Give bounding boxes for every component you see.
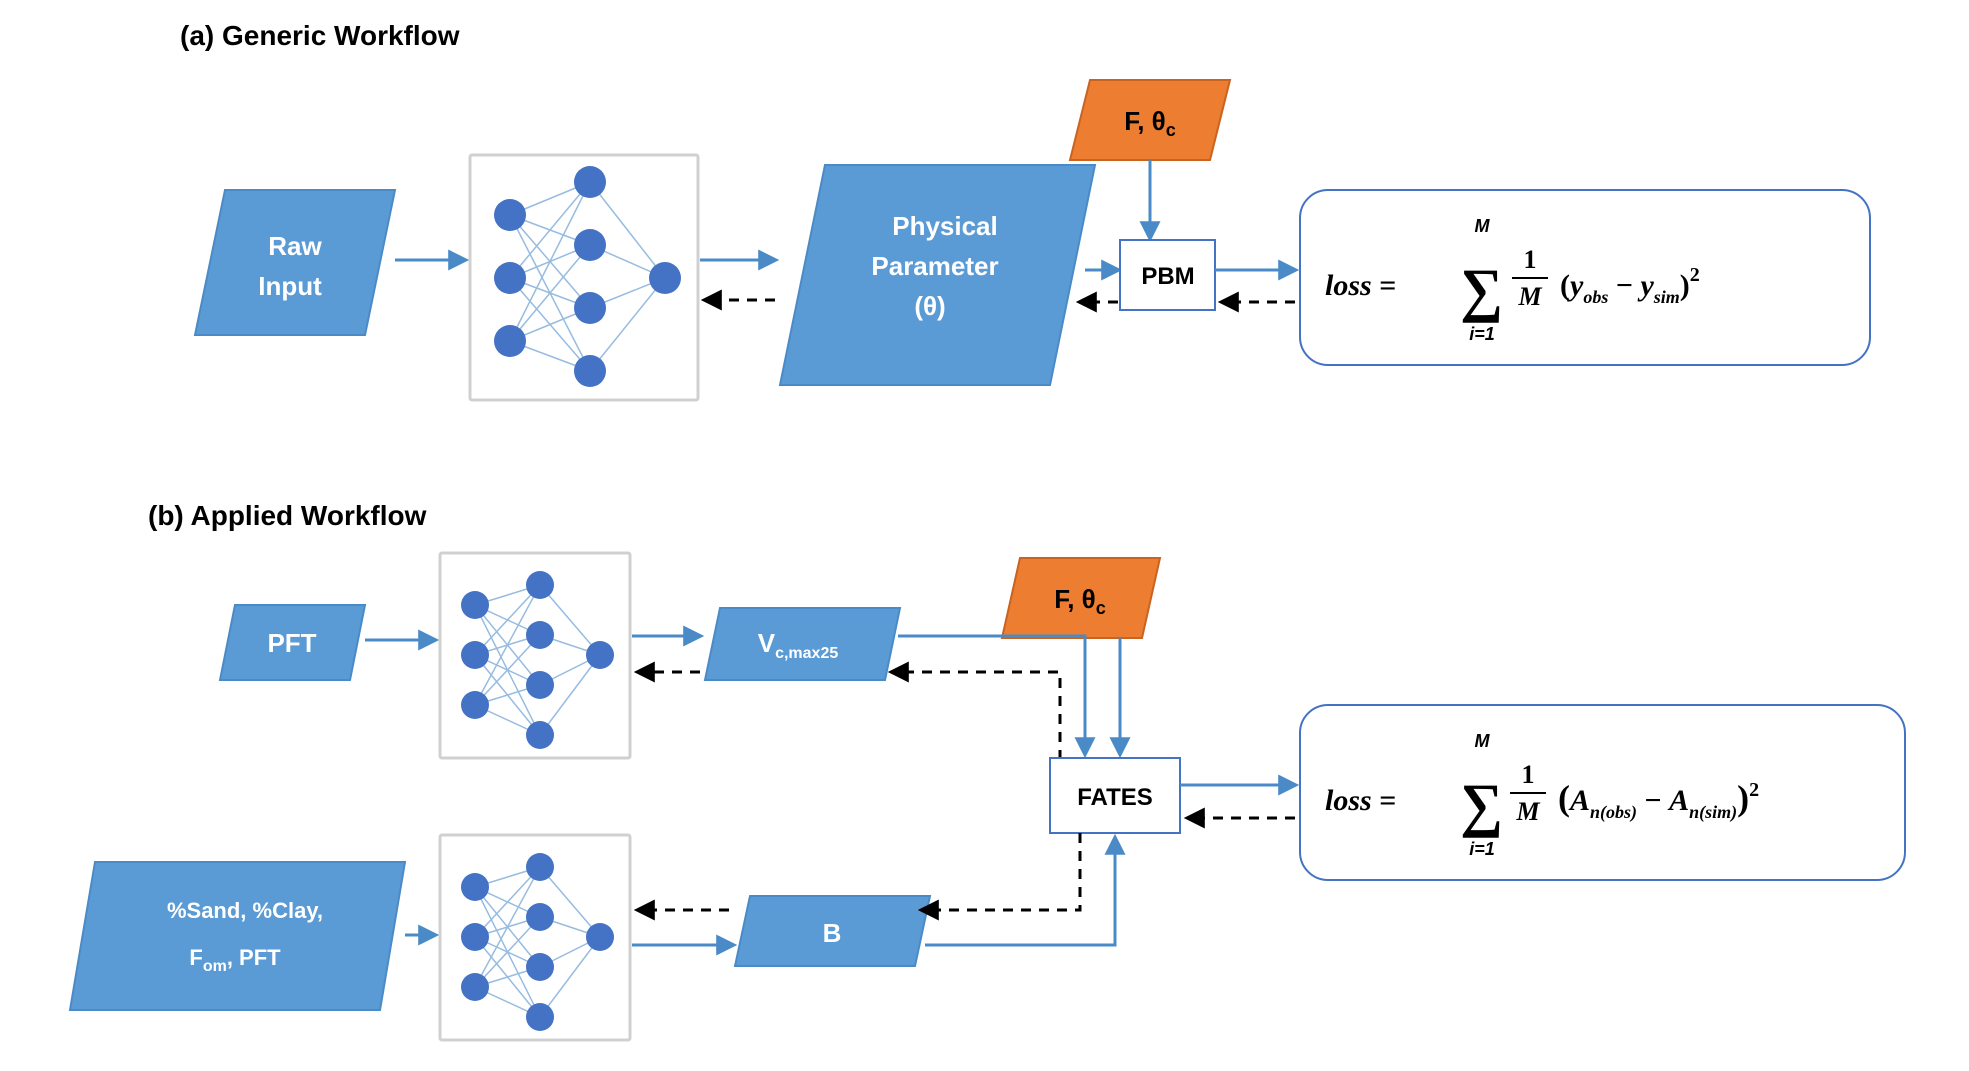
dashed-fates-to-b — [922, 833, 1080, 910]
nn-edges-b1 — [475, 585, 600, 735]
phys-param-node: Physical Parameter (θ) — [780, 165, 1095, 385]
loss-rest-a: (yobs − ysim)2 — [1560, 264, 1700, 307]
panel-b: PFT Vc,max25 F, θc F — [70, 553, 1905, 1040]
nn-nodes-b1 — [461, 571, 614, 749]
frac-den-a: M — [1517, 282, 1542, 311]
pbm-label: PBM — [1141, 263, 1194, 290]
loss-formula-b-lhs: loss = — [1325, 784, 1396, 817]
raw-input-label-1: Raw — [268, 231, 322, 261]
frac-den-b: M — [1515, 797, 1540, 826]
loss-box-a: loss = ∑ M i=1 1 M (yobs − ysim)2 — [1300, 190, 1870, 365]
sigma-b: ∑ — [1460, 772, 1503, 838]
fates-label: FATES — [1077, 784, 1153, 811]
pbm-box: PBM — [1120, 240, 1215, 310]
loss-box-b: loss = ∑ M i=1 1 M (An(obs) − An(sim))2 — [1300, 705, 1905, 880]
dashed-fates-to-vcmax — [892, 672, 1060, 760]
arrow-b-to-fates — [925, 838, 1115, 945]
arrow-vcmax-to-fates — [898, 636, 1085, 754]
nn-box-b2 — [440, 835, 630, 1040]
nn-edges-a — [510, 182, 665, 371]
nn-nodes-b2 — [461, 853, 614, 1031]
raw-input-label-2: Input — [258, 271, 322, 301]
forcing-node-b: F, θc — [1002, 558, 1160, 638]
nn-box-a — [470, 155, 698, 400]
nn-nodes-a — [494, 166, 681, 387]
sigma-upper-a: M — [1475, 216, 1491, 236]
phys-param-l2: Parameter — [871, 251, 998, 281]
pft-node: PFT — [220, 605, 365, 680]
sigma-upper-b: M — [1475, 731, 1491, 751]
nn-edges-b2 — [475, 867, 600, 1017]
diagram-canvas: (a) Generic Workflow Raw Input Physical … — [0, 0, 1969, 1071]
loss-formula-a: loss = — [1325, 269, 1396, 302]
sand-l1: %Sand, %Clay, — [167, 898, 323, 923]
nn-box-b1 — [440, 553, 630, 758]
sand-clay-node: %Sand, %Clay, Fom, PFT — [70, 862, 405, 1010]
pft-label: PFT — [267, 628, 316, 658]
title-a: (a) Generic Workflow — [180, 20, 460, 51]
phys-param-l1: Physical — [892, 211, 998, 241]
fates-box: FATES — [1050, 758, 1180, 833]
phys-param-l3: (θ) — [914, 291, 945, 321]
forcing-node-a: F, θc — [1070, 80, 1230, 160]
sigma-lower-a: i=1 — [1469, 324, 1495, 344]
panel-a: Raw Input Physical Parameter (θ) F, θc — [195, 80, 1870, 400]
frac-num-a: 1 — [1524, 245, 1537, 274]
b-label: B — [823, 918, 842, 948]
raw-input-node: Raw Input — [195, 190, 395, 335]
sigma-a: ∑ — [1460, 257, 1503, 323]
vcmax-node: Vc,max25 — [705, 608, 900, 680]
b-node: B — [735, 896, 930, 966]
sigma-lower-b: i=1 — [1469, 839, 1495, 859]
title-b: (b) Applied Workflow — [148, 500, 427, 531]
frac-num-b: 1 — [1522, 760, 1535, 789]
